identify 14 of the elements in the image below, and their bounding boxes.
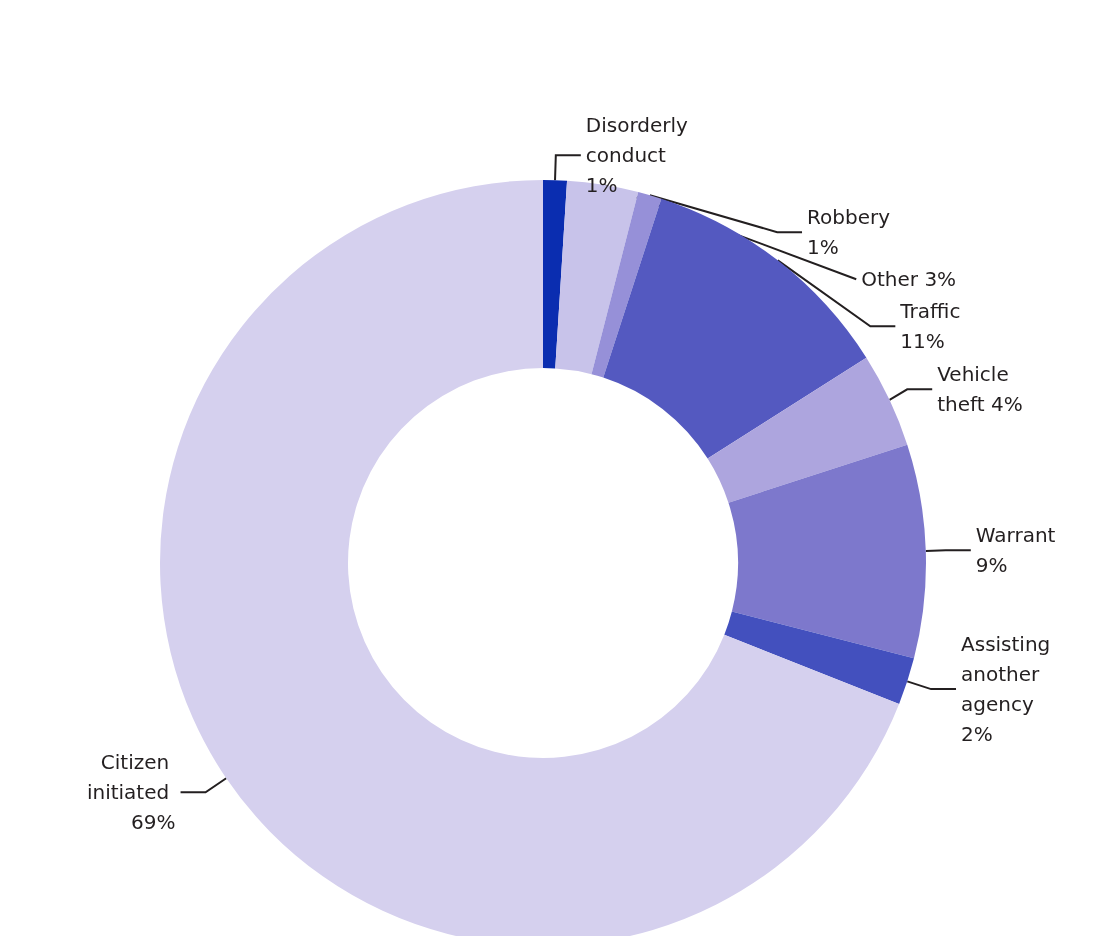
slice-label: Traffic [899, 299, 967, 324]
slice-label: Assisting another agency [961, 632, 1057, 717]
data-label: 1% [585, 173, 618, 198]
data-label: 1% [807, 235, 839, 260]
slice-label: Citizen initiated [86, 750, 176, 805]
data-label: 69% [131, 810, 176, 835]
data-label: 9% [975, 553, 1008, 578]
slice-label: Robbery [807, 205, 897, 230]
slice-label: Vehicle theft 4% [937, 362, 1023, 417]
data-label: 2% [961, 722, 993, 747]
data-label: 11% [900, 329, 945, 354]
slice-label: Warrant [975, 523, 1062, 548]
slice-label: Other 3% [861, 267, 957, 292]
slice-label: Disorderly conduct [585, 113, 695, 168]
